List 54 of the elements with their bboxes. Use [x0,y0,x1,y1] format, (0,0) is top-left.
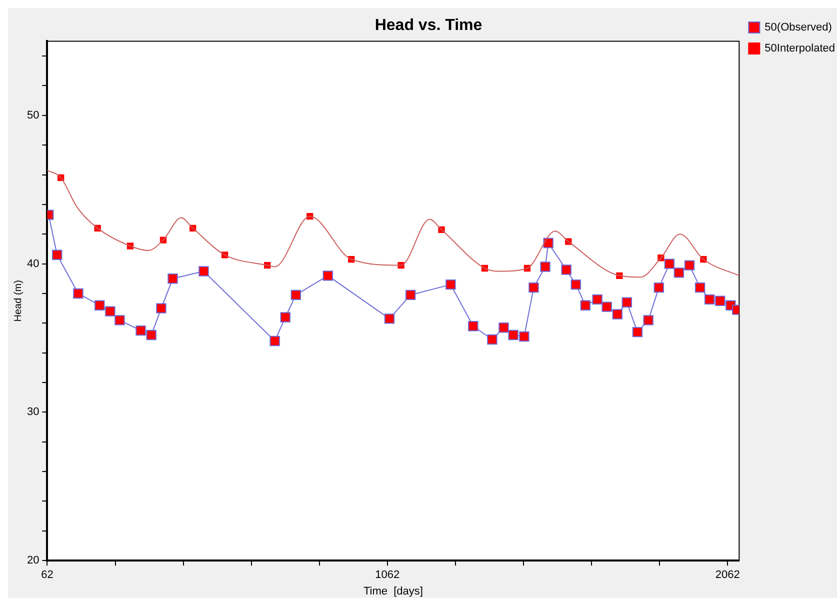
x-tick-label: 62 [41,569,54,582]
point [468,321,478,332]
point [270,336,280,346]
point [168,274,178,284]
point [704,294,715,305]
point [156,303,166,314]
legend-label: 50(Observed) [764,22,832,34]
point [136,325,146,336]
point [146,330,156,340]
point [322,270,333,281]
point [592,294,602,305]
point [684,260,695,270]
point [715,296,726,306]
point [654,282,664,293]
point [612,309,622,320]
point [694,282,706,293]
point [508,330,518,340]
point [643,315,654,326]
y-tick-label: 30 [26,406,40,418]
point [487,334,498,345]
point [94,300,105,310]
x-tick-label: 2062 [715,569,740,582]
point [632,326,643,338]
point [602,302,612,312]
point [580,300,590,310]
point [540,262,550,272]
x-tick-label: 1062 [375,569,400,582]
point [519,331,530,342]
y-axis-title: Head (m) [12,280,24,322]
point [446,279,456,290]
point [105,306,116,316]
x-axis-title: Time [days] [363,585,423,598]
point [561,264,572,275]
point [664,258,675,269]
point [570,279,581,290]
point [622,297,632,308]
point [198,266,209,276]
point [280,312,290,322]
point [114,315,125,326]
legend-label: 50Interpolated [764,42,836,55]
point [405,290,416,300]
point [543,238,554,248]
y-tick-label: 40 [26,258,40,270]
y-tick-label: 20 [26,554,40,567]
point [290,290,302,300]
line-series [47,170,740,278]
point [674,268,684,278]
point [384,314,395,324]
chart-title: Head vs. Time [374,17,482,34]
point [528,282,539,293]
point [52,250,62,260]
point [498,322,509,333]
point [73,288,84,299]
y-tick-label: 50 [26,109,40,122]
